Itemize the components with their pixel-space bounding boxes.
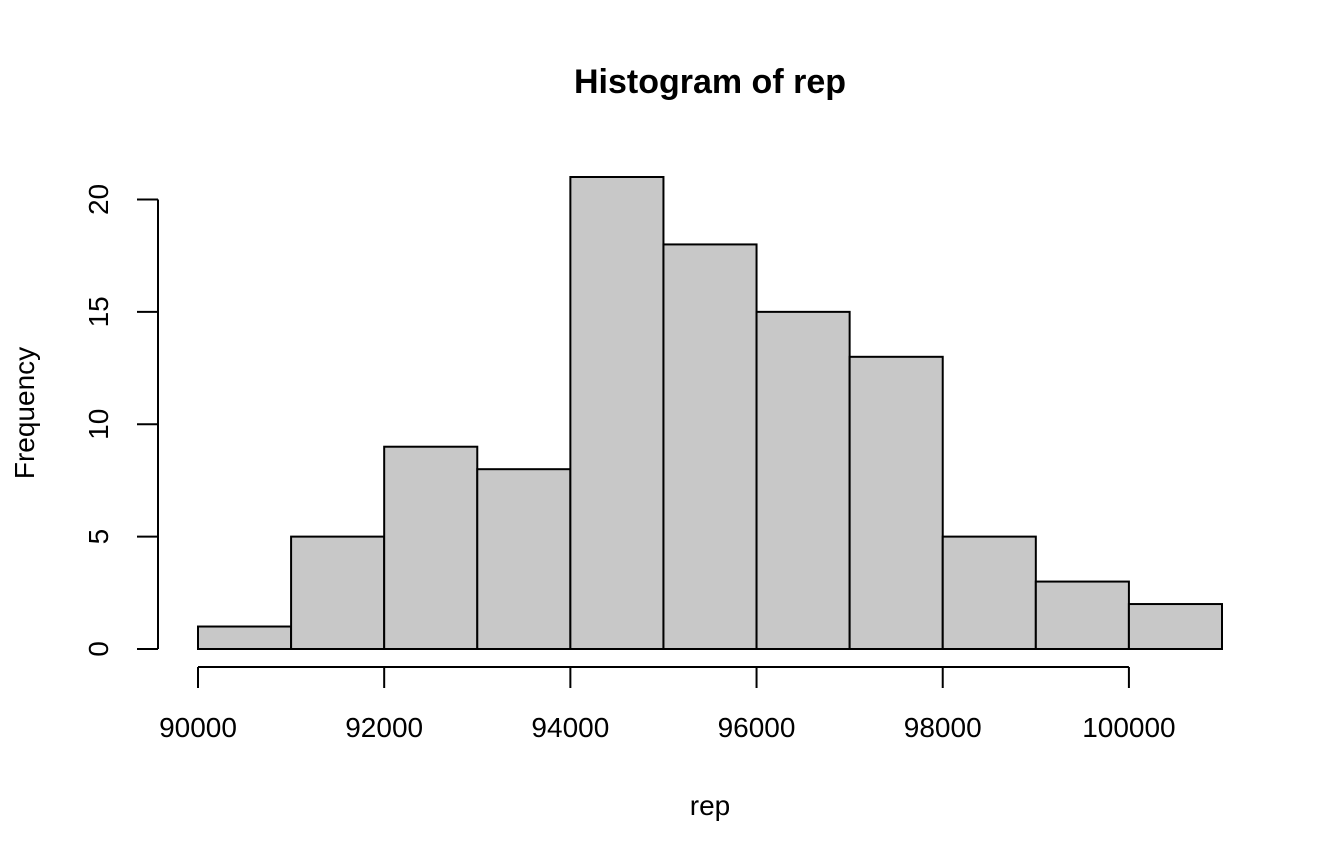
histogram-bar-3: [476, 468, 572, 651]
histogram-bar-5: [662, 243, 758, 651]
x-tick-label-3: 96000: [718, 712, 796, 743]
x-axis-label: rep: [690, 790, 730, 821]
histogram-bar-6: [755, 310, 851, 650]
y-tick-label-1: 5: [83, 529, 114, 545]
x-tick-label-4: 98000: [904, 712, 982, 743]
histogram-bar-7: [848, 355, 944, 650]
y-tick-label-3: 15: [83, 296, 114, 327]
x-tick-label-2: 94000: [531, 712, 609, 743]
histogram-bar-0: [197, 625, 293, 650]
x-tick-label-1: 92000: [345, 712, 423, 743]
y-tick-label-4: 20: [83, 184, 114, 215]
y-axis-label: Frequency: [9, 347, 40, 479]
histogram-bar-4: [569, 176, 665, 650]
bars-group: [197, 176, 1223, 651]
histogram-bar-2: [383, 445, 479, 651]
histogram-bar-1: [290, 535, 386, 650]
y-tick-label-2: 10: [83, 409, 114, 440]
x-axis: 90000 92000 94000 96000 98000 100000: [159, 666, 1176, 743]
x-tick-label-5: 100000: [1082, 712, 1175, 743]
x-tick-label-0: 90000: [159, 712, 237, 743]
chart-title: Histogram of rep: [574, 63, 846, 101]
histogram-bar-10: [1127, 603, 1223, 650]
y-axis: 0 5 10 15 20: [83, 184, 159, 657]
y-tick-label-0: 0: [83, 641, 114, 657]
histogram-bar-8: [941, 535, 1037, 650]
histogram-bar-9: [1034, 580, 1130, 650]
